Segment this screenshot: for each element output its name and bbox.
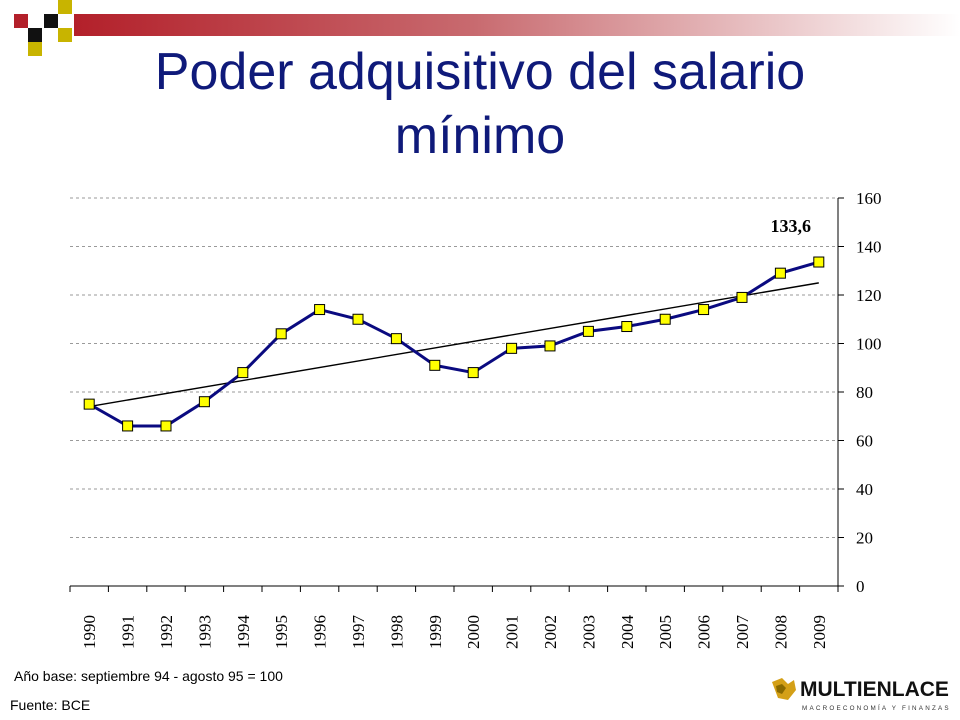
x-tick-label-1993: 1993	[195, 615, 214, 649]
x-tick-label-2002: 2002	[541, 615, 560, 649]
x-tick-label-2003: 2003	[579, 615, 598, 649]
trendline	[89, 282, 819, 408]
corner-square-olive-3	[28, 42, 42, 56]
data-point-2001	[506, 342, 518, 354]
x-tick-label-2007: 2007	[733, 615, 752, 650]
source-note: Fuente: BCE	[10, 697, 91, 713]
x-tick-label-1990: 1990	[80, 615, 99, 649]
data-point-2003	[582, 325, 594, 337]
x-tick-label-2000: 2000	[464, 615, 483, 649]
x-tick-label-1999: 1999	[426, 615, 445, 649]
data-point-1992	[160, 420, 172, 432]
logo-wordmark: MULTIENLACE	[800, 678, 949, 701]
data-label-2009: 133,6	[771, 216, 812, 236]
x-tick-label-1997: 1997	[349, 615, 368, 650]
x-tick-label-2008: 2008	[771, 615, 790, 649]
y-tick-label-0: 0	[856, 577, 865, 596]
y-tick-label-40: 40	[856, 480, 873, 499]
data-point-1991	[122, 420, 134, 432]
data-point-1998	[390, 333, 402, 345]
data-point-1990	[83, 398, 95, 410]
y-tick-label-160: 160	[856, 189, 882, 208]
y-tick-label-120: 120	[856, 286, 882, 305]
data-point-2000	[467, 367, 479, 379]
x-tick-label-2006: 2006	[695, 615, 714, 649]
slide-title-line-1: Poder adquisitivo del salario	[154, 43, 806, 101]
base-year-note: Año base: septiembre 94 - agosto 95 = 10…	[14, 668, 283, 684]
data-point-1993	[198, 396, 210, 408]
slide-title: Poder adquisitivo del salario mínimo	[60, 40, 900, 168]
data-point-2009	[813, 256, 825, 268]
slide-title-line-2: mínimo	[394, 107, 566, 165]
data-point-2002	[544, 340, 556, 352]
data-point-2005	[659, 313, 671, 325]
header-gradient-bar	[74, 14, 960, 36]
x-tick-label-1996: 1996	[311, 615, 330, 649]
x-tick-label-1994: 1994	[234, 615, 253, 650]
x-tick-label-1992: 1992	[157, 615, 176, 649]
x-tick-label-2009: 2009	[810, 615, 829, 649]
data-point-1996	[314, 304, 326, 316]
x-tick-label-2001: 2001	[503, 615, 522, 649]
corner-square-olive-2	[58, 28, 72, 42]
y-tick-label-60: 60	[856, 432, 873, 451]
x-tick-label-1998: 1998	[387, 615, 406, 649]
y-tick-label-20: 20	[856, 529, 873, 548]
line-chart: 0 20 40 60 80 100 120 140 160 1990 1991 1992 1993 199…	[69, 189, 882, 650]
corner-square-black-2	[28, 28, 42, 42]
logo-tagline: MACROECONOMÍA Y FINANZAS	[802, 703, 951, 712]
data-point-1994	[237, 367, 249, 379]
y-tick-label-100: 100	[856, 335, 882, 354]
data-point-1999	[429, 359, 441, 371]
logo-emblem-icon	[772, 678, 796, 700]
x-tick-label-2005: 2005	[656, 615, 675, 649]
multienlace-logo: MULTIENLACE MACROECONOMÍA Y FINANZAS	[772, 678, 951, 712]
x-tick-label-2004: 2004	[618, 615, 637, 650]
data-point-2006	[698, 304, 710, 316]
data-point-1997	[352, 313, 364, 325]
data-point-2008	[774, 267, 786, 279]
series-line	[88, 260, 820, 428]
y-tick-label-140: 140	[856, 238, 882, 257]
data-point-1995	[275, 328, 287, 340]
x-tick-label-1991: 1991	[119, 615, 138, 649]
data-point-2007	[736, 291, 748, 303]
y-tick-label-80: 80	[856, 383, 873, 402]
corner-square-olive-1	[58, 0, 72, 14]
x-tick-label-1995: 1995	[272, 615, 291, 649]
corner-square-black-1	[44, 14, 58, 28]
data-point-2004	[621, 321, 633, 333]
corner-square-red-1	[14, 14, 28, 28]
